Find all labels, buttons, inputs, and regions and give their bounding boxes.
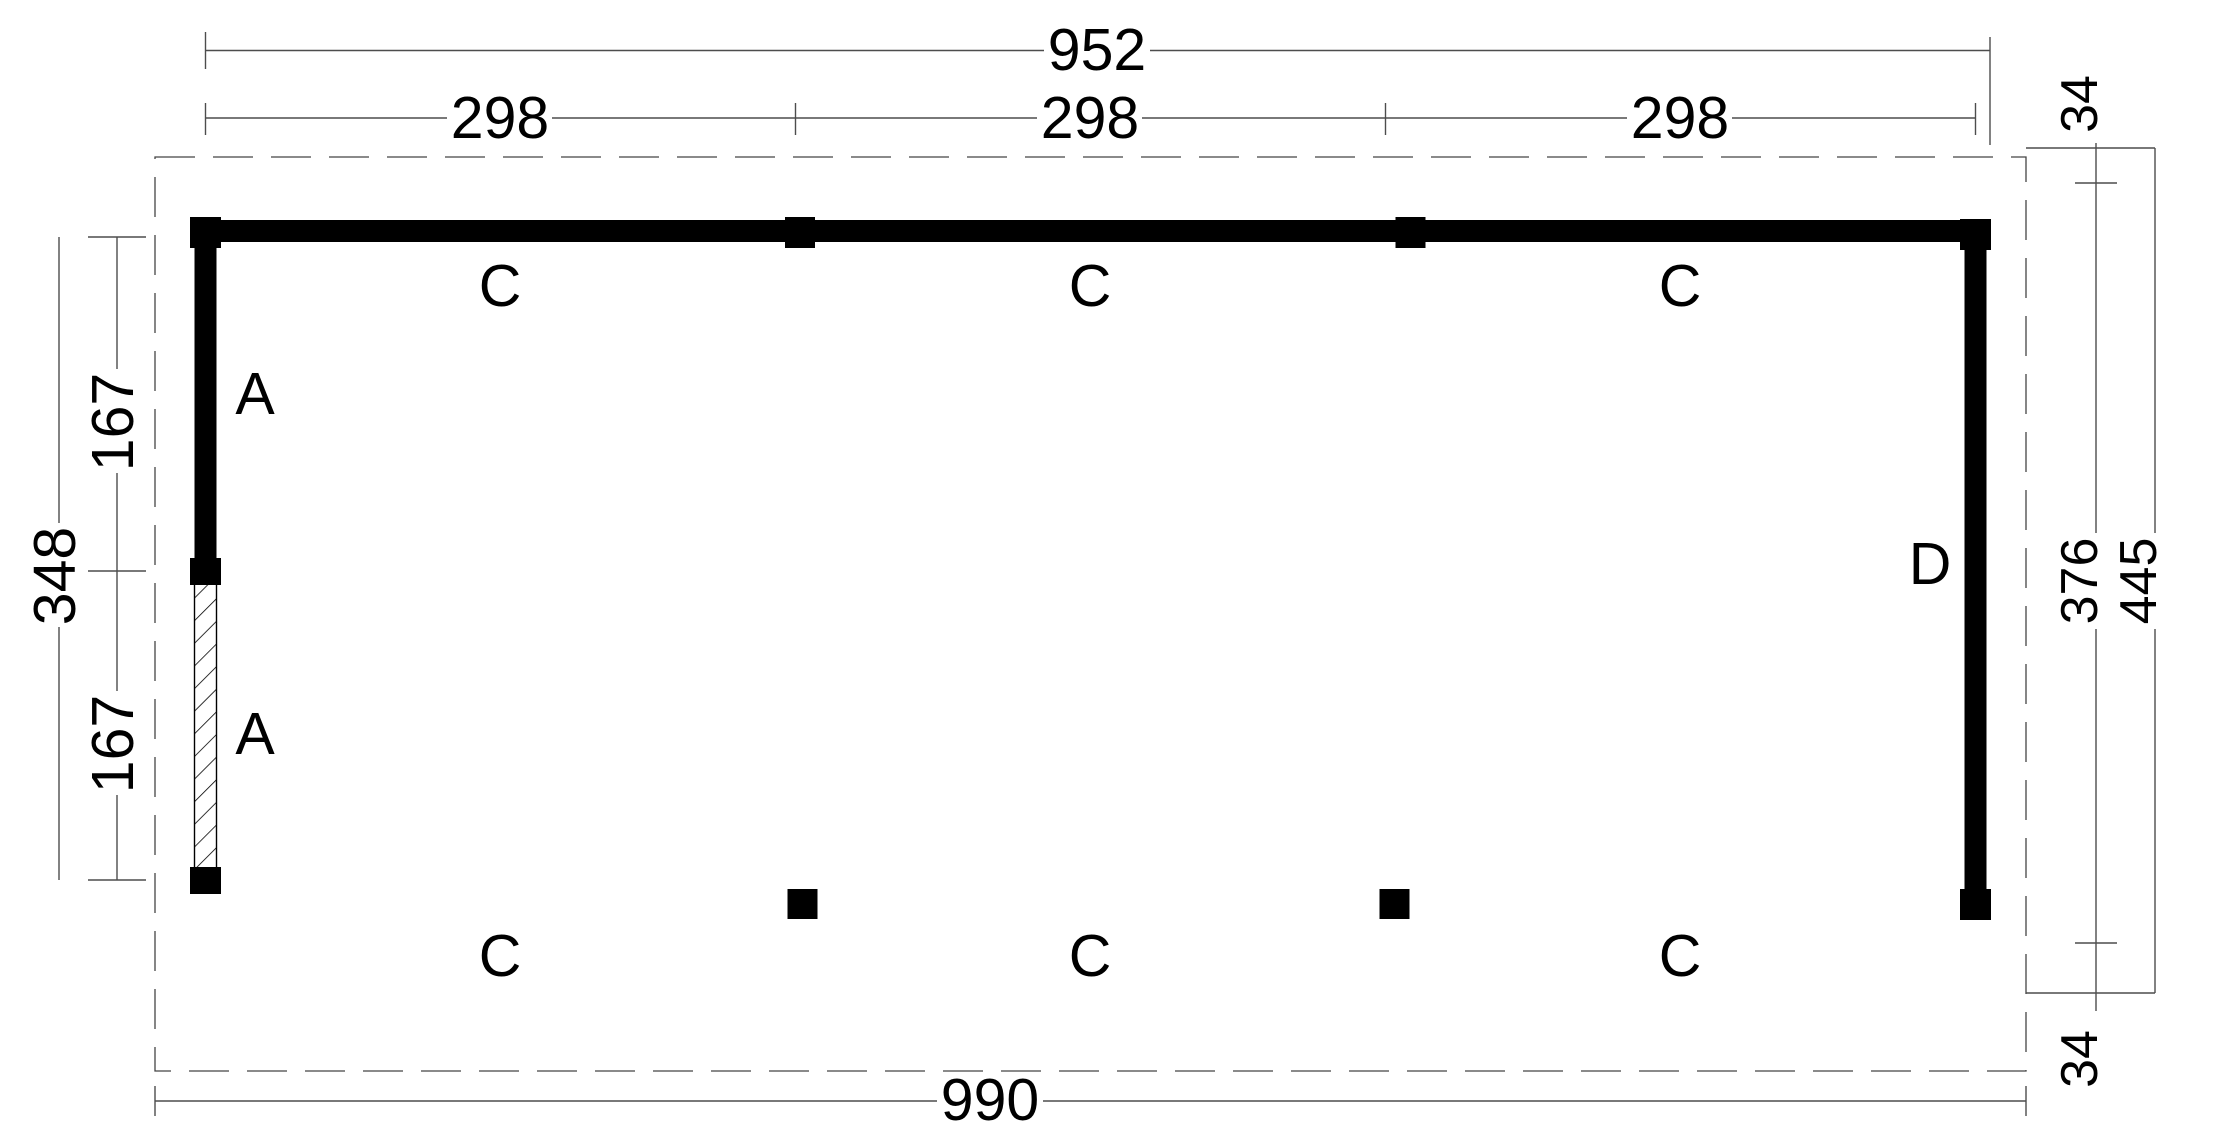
svg-text:298: 298 <box>451 85 549 151</box>
svg-text:34: 34 <box>2051 75 2109 133</box>
svg-text:C: C <box>1659 923 1702 989</box>
svg-text:C: C <box>479 253 522 319</box>
svg-text:A: A <box>235 361 275 427</box>
svg-text:376: 376 <box>2051 538 2109 625</box>
svg-text:445: 445 <box>2110 538 2168 625</box>
svg-text:348: 348 <box>22 527 88 625</box>
svg-text:167: 167 <box>80 373 146 471</box>
svg-text:990: 990 <box>941 1067 1039 1133</box>
svg-text:34: 34 <box>2051 1030 2109 1088</box>
svg-text:A: A <box>235 701 275 767</box>
svg-text:D: D <box>1909 531 1952 597</box>
svg-text:C: C <box>479 923 522 989</box>
svg-text:167: 167 <box>80 695 146 793</box>
svg-text:C: C <box>1069 923 1112 989</box>
svg-text:952: 952 <box>1048 17 1146 83</box>
svg-text:298: 298 <box>1041 85 1139 151</box>
svg-text:C: C <box>1069 253 1112 319</box>
svg-text:C: C <box>1659 253 1702 319</box>
svg-text:298: 298 <box>1631 85 1729 151</box>
